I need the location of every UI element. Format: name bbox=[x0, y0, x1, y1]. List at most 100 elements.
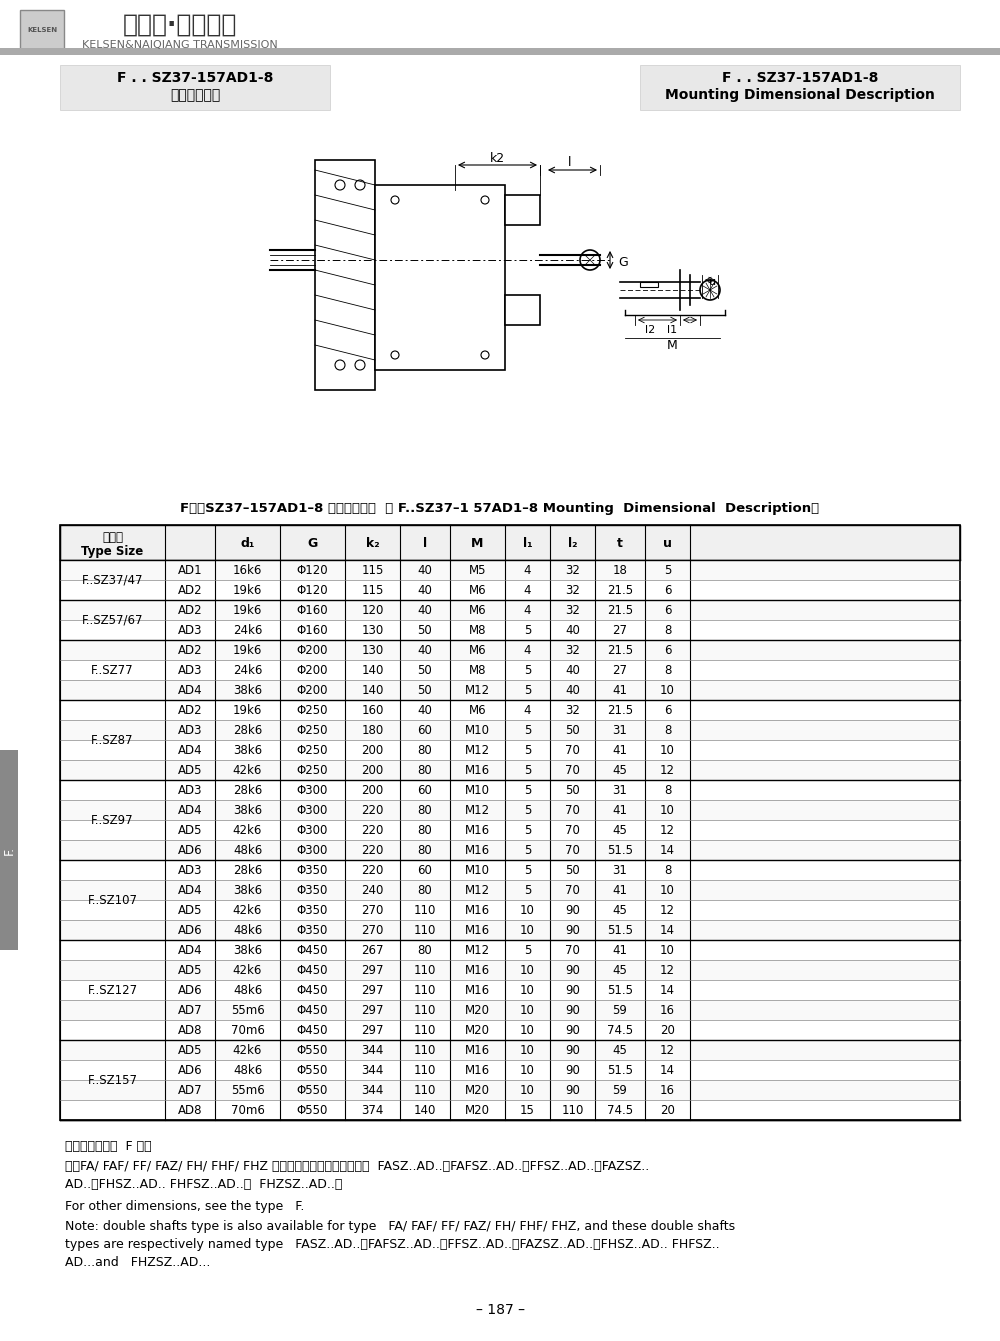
Text: 42k6: 42k6 bbox=[233, 904, 262, 916]
Circle shape bbox=[355, 359, 365, 370]
Text: 110: 110 bbox=[414, 1043, 436, 1057]
Bar bbox=[640, 64, 960, 110]
Text: 51.5: 51.5 bbox=[607, 843, 633, 857]
Text: 40: 40 bbox=[418, 704, 432, 716]
Text: 10: 10 bbox=[520, 1043, 535, 1057]
Bar bbox=[60, 720, 960, 740]
Text: 41: 41 bbox=[612, 944, 628, 956]
Text: 297: 297 bbox=[361, 1023, 384, 1037]
Text: 28k6: 28k6 bbox=[233, 864, 262, 877]
Text: AD2: AD2 bbox=[178, 583, 202, 597]
Text: Note: double shafts type is also available for type   FA/ FAF/ FF/ FAZ/ FH/ FHF/: Note: double shafts type is also availab… bbox=[65, 1220, 735, 1232]
Text: 10: 10 bbox=[520, 924, 535, 936]
Circle shape bbox=[391, 351, 399, 359]
Text: AD...and   FHZSZ..AD...: AD...and FHZSZ..AD... bbox=[65, 1257, 210, 1269]
Text: Φ250: Φ250 bbox=[297, 743, 328, 756]
Text: 130: 130 bbox=[361, 644, 384, 657]
Text: 55m6: 55m6 bbox=[231, 1003, 264, 1016]
Text: M16: M16 bbox=[465, 904, 490, 916]
Text: Φ300: Φ300 bbox=[297, 843, 328, 857]
Text: 21.5: 21.5 bbox=[607, 644, 633, 657]
Text: AD3: AD3 bbox=[178, 783, 202, 797]
Text: 5: 5 bbox=[524, 803, 531, 817]
Text: 6: 6 bbox=[664, 644, 671, 657]
Text: M10: M10 bbox=[465, 724, 490, 736]
Text: 80: 80 bbox=[418, 803, 432, 817]
Text: AD6: AD6 bbox=[178, 1063, 202, 1077]
Text: M: M bbox=[667, 338, 677, 351]
Text: 19k6: 19k6 bbox=[233, 583, 262, 597]
Text: 374: 374 bbox=[361, 1104, 384, 1117]
Text: 19k6: 19k6 bbox=[233, 603, 262, 617]
Text: 110: 110 bbox=[414, 963, 436, 976]
Text: F..SZ37/47: F..SZ37/47 bbox=[82, 574, 143, 586]
Text: 110: 110 bbox=[414, 1084, 436, 1097]
Text: AD4: AD4 bbox=[178, 884, 202, 897]
Text: 59: 59 bbox=[613, 1084, 627, 1097]
Text: 38k6: 38k6 bbox=[233, 944, 262, 956]
Text: AD4: AD4 bbox=[178, 684, 202, 696]
Text: M12: M12 bbox=[465, 944, 490, 956]
Text: 4: 4 bbox=[524, 644, 531, 657]
Text: 21.5: 21.5 bbox=[607, 704, 633, 716]
Text: 5: 5 bbox=[524, 884, 531, 897]
Text: k₂: k₂ bbox=[366, 536, 379, 550]
Text: 安装结构尺寸: 安装结构尺寸 bbox=[170, 89, 220, 102]
Text: Φ160: Φ160 bbox=[297, 603, 328, 617]
Text: M20: M20 bbox=[465, 1023, 490, 1037]
Text: 51.5: 51.5 bbox=[607, 983, 633, 996]
Text: F..SZ157: F..SZ157 bbox=[88, 1074, 138, 1086]
Text: F.: F. bbox=[2, 845, 16, 854]
Bar bbox=[640, 282, 658, 287]
Bar bbox=[60, 620, 960, 640]
Text: F．．SZ37–157AD1–8 安装结构尺寸  （ F..SZ37–1 57AD1–8 Mounting  Dimensional  Description）: F．．SZ37–157AD1–8 安装结构尺寸 （ F..SZ37–1 57AD… bbox=[180, 502, 820, 515]
Text: AD5: AD5 bbox=[178, 823, 202, 837]
Text: 24k6: 24k6 bbox=[233, 664, 262, 676]
Text: 110: 110 bbox=[414, 1023, 436, 1037]
Bar bbox=[60, 599, 960, 620]
Text: Φ350: Φ350 bbox=[297, 904, 328, 916]
Text: 120: 120 bbox=[361, 603, 384, 617]
Text: 41: 41 bbox=[612, 884, 628, 897]
Text: M16: M16 bbox=[465, 843, 490, 857]
Text: 80: 80 bbox=[418, 823, 432, 837]
Text: 200: 200 bbox=[361, 783, 384, 797]
Text: 28k6: 28k6 bbox=[233, 783, 262, 797]
Text: M: M bbox=[471, 536, 484, 550]
Text: 40: 40 bbox=[565, 624, 580, 637]
Text: AD1: AD1 bbox=[178, 563, 202, 577]
Text: 32: 32 bbox=[565, 563, 580, 577]
Text: AD6: AD6 bbox=[178, 843, 202, 857]
Bar bbox=[60, 900, 960, 920]
Text: Φ300: Φ300 bbox=[297, 783, 328, 797]
Text: 90: 90 bbox=[565, 1063, 580, 1077]
Text: AD3: AD3 bbox=[178, 724, 202, 736]
Text: 42k6: 42k6 bbox=[233, 963, 262, 976]
Text: 40: 40 bbox=[418, 603, 432, 617]
Text: 74.5: 74.5 bbox=[607, 1023, 633, 1037]
Text: KELSEN: KELSEN bbox=[27, 27, 57, 34]
Text: u: u bbox=[663, 536, 672, 550]
Text: l: l bbox=[568, 156, 572, 169]
Text: 27: 27 bbox=[612, 664, 628, 676]
Text: AD2: AD2 bbox=[178, 704, 202, 716]
Bar bbox=[60, 980, 960, 1000]
Text: AD8: AD8 bbox=[178, 1104, 202, 1117]
Text: 74.5: 74.5 bbox=[607, 1104, 633, 1117]
Text: 18: 18 bbox=[613, 563, 627, 577]
Text: Φ120: Φ120 bbox=[297, 563, 328, 577]
Text: 70: 70 bbox=[565, 763, 580, 776]
Bar bbox=[60, 700, 960, 720]
Text: 10: 10 bbox=[520, 904, 535, 916]
Circle shape bbox=[355, 180, 365, 190]
Text: 38k6: 38k6 bbox=[233, 884, 262, 897]
Text: M16: M16 bbox=[465, 763, 490, 776]
Text: 14: 14 bbox=[660, 1063, 675, 1077]
Bar bbox=[0, 48, 1000, 55]
Text: 15: 15 bbox=[520, 1104, 535, 1117]
Text: 60: 60 bbox=[418, 864, 432, 877]
Bar bbox=[60, 64, 330, 110]
Text: 50: 50 bbox=[418, 624, 432, 637]
Text: G: G bbox=[307, 536, 318, 550]
Text: Φ450: Φ450 bbox=[297, 963, 328, 976]
